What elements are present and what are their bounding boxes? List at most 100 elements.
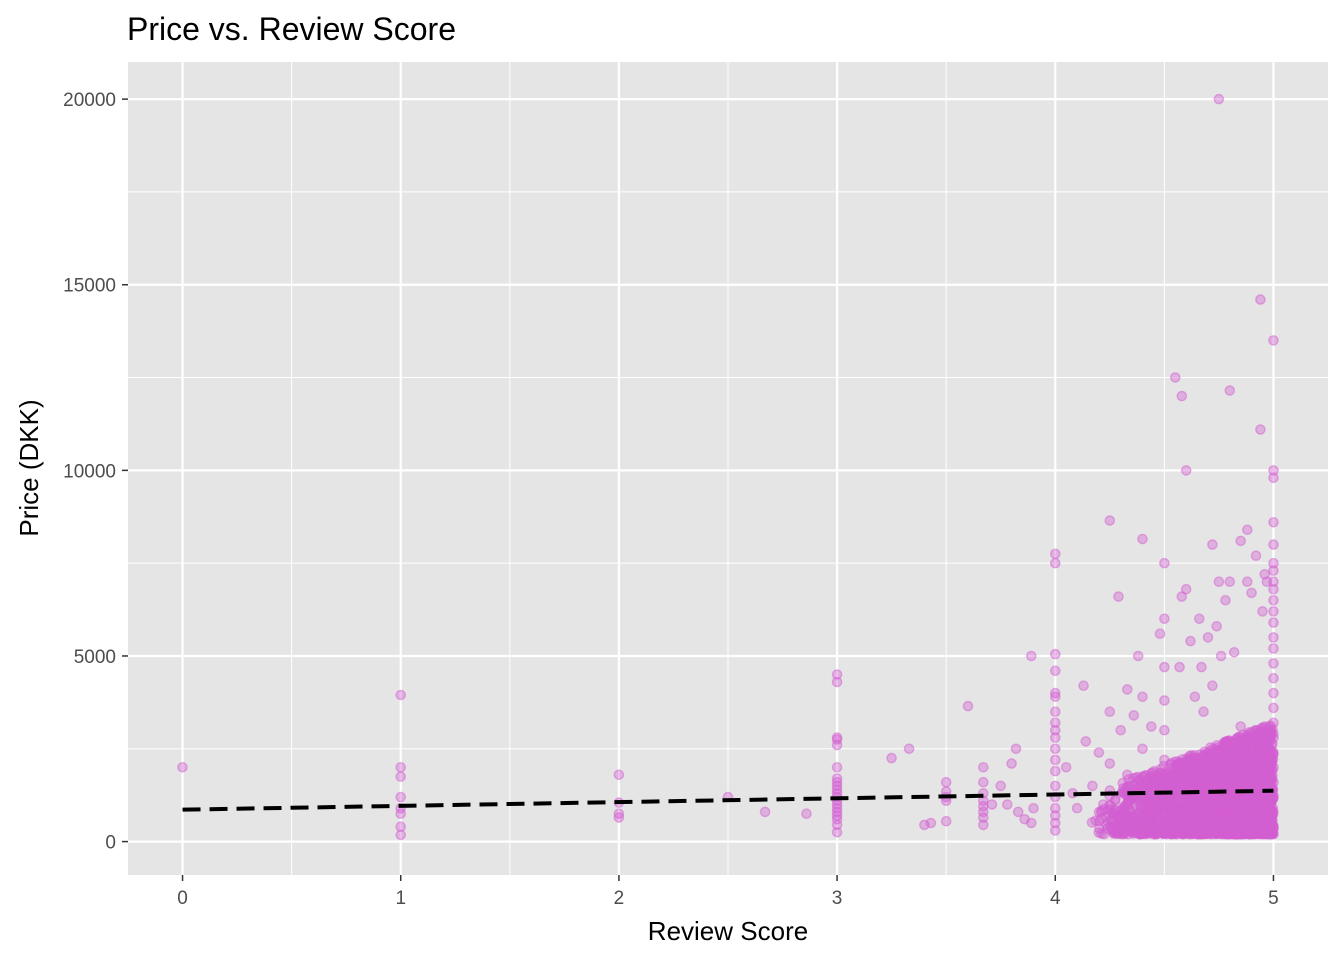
data-point: [1230, 795, 1242, 806]
data-point: [1137, 691, 1148, 703]
x-tick-label: 1: [395, 888, 406, 909]
data-point: [1154, 628, 1166, 640]
data-point: [1224, 576, 1236, 588]
data-point: [1259, 793, 1270, 805]
data-point: [1197, 776, 1208, 788]
data-point: [831, 676, 843, 688]
data-point: [1268, 828, 1279, 840]
data-point: [1231, 804, 1242, 815]
data-point: [1268, 583, 1279, 595]
data-point: [1228, 647, 1240, 658]
data-point: [1050, 780, 1061, 792]
data-point: [1231, 746, 1242, 758]
data-point: [1218, 770, 1229, 781]
data-point: [1160, 809, 1172, 820]
data-point: [1239, 740, 1250, 752]
data-point: [1268, 717, 1279, 729]
data-point: [1137, 743, 1148, 755]
data-point: [1146, 721, 1157, 732]
data-point: [1235, 535, 1246, 547]
data-point: [1170, 793, 1181, 804]
data-point: [1180, 465, 1192, 476]
data-point: [395, 762, 407, 773]
data-point: [1268, 632, 1279, 643]
y-axis-title: Price (DKK): [14, 399, 44, 536]
data-point: [1090, 815, 1101, 826]
data-point: [1238, 824, 1249, 835]
data-point: [1250, 550, 1262, 562]
data-point: [1050, 754, 1061, 766]
data-point: [177, 762, 188, 773]
data-point: [613, 812, 625, 823]
x-axis-ticks: 0 1 2 3 4 5: [177, 875, 1279, 909]
data-point: [759, 806, 771, 818]
data-point: [962, 700, 974, 712]
data-point: [1098, 799, 1109, 810]
data-point: [1201, 803, 1213, 815]
data-point: [1174, 820, 1186, 832]
data-point: [1087, 780, 1098, 792]
data-point: [886, 752, 897, 764]
data-point: [1268, 672, 1279, 684]
x-tick-label: 2: [614, 888, 625, 909]
data-point: [1114, 819, 1126, 831]
chart-title: Price vs. Review Score: [127, 11, 456, 47]
data-point: [1235, 721, 1246, 732]
data-point: [1213, 761, 1225, 773]
data-point: [1159, 754, 1170, 766]
data-point: [1268, 517, 1279, 528]
y-tick-label: 0: [105, 833, 116, 854]
data-point: [1050, 765, 1061, 777]
data-point: [1189, 691, 1201, 703]
data-point: [1136, 817, 1147, 829]
data-point: [1268, 776, 1279, 788]
data-point: [1229, 762, 1240, 773]
data-point: [1104, 706, 1116, 718]
data-point: [1207, 539, 1218, 550]
data-point: [1180, 583, 1192, 595]
data-point: [613, 769, 625, 781]
y-axis-ticks: 0 5000 10000 15000 20000: [63, 90, 128, 854]
data-point: [1123, 798, 1135, 810]
data-point: [1222, 751, 1233, 763]
data-point: [1218, 741, 1230, 753]
data-point: [1246, 587, 1257, 599]
data-point: [1115, 724, 1126, 736]
data-point: [1184, 828, 1195, 840]
y-tick-label: 10000: [63, 461, 116, 482]
data-point: [1155, 795, 1166, 807]
data-point: [1242, 576, 1253, 588]
data-point: [1006, 758, 1017, 769]
data-point: [1268, 472, 1279, 484]
data-point: [1194, 819, 1206, 831]
data-point: [1113, 591, 1124, 602]
data-point: [1207, 680, 1218, 692]
data-point: [978, 819, 989, 831]
data-point: [995, 780, 1007, 792]
data-point: [1050, 648, 1061, 660]
data-point: [1255, 294, 1266, 305]
data-point: [831, 762, 843, 773]
grid-major: [128, 62, 1328, 875]
data-point: [1128, 710, 1140, 721]
data-point: [1050, 665, 1061, 677]
data-point: [1202, 632, 1214, 643]
data-point: [1078, 680, 1089, 692]
data-point: [1268, 643, 1279, 654]
data-point: [1255, 424, 1266, 435]
data-point: [1268, 762, 1279, 773]
data-point: [1153, 818, 1164, 830]
data-point: [1246, 801, 1257, 813]
data-point: [1172, 803, 1183, 815]
data-point: [1268, 791, 1279, 803]
data-point: [1268, 606, 1279, 617]
data-point: [1002, 799, 1013, 810]
data-point: [831, 827, 843, 838]
data-point: [1026, 817, 1037, 829]
data-point: [1159, 724, 1170, 736]
data-point: [1010, 743, 1022, 755]
data-point: [395, 771, 407, 782]
data-point: [1050, 706, 1061, 718]
data-point: [1159, 661, 1170, 673]
data-point: [1122, 684, 1133, 695]
